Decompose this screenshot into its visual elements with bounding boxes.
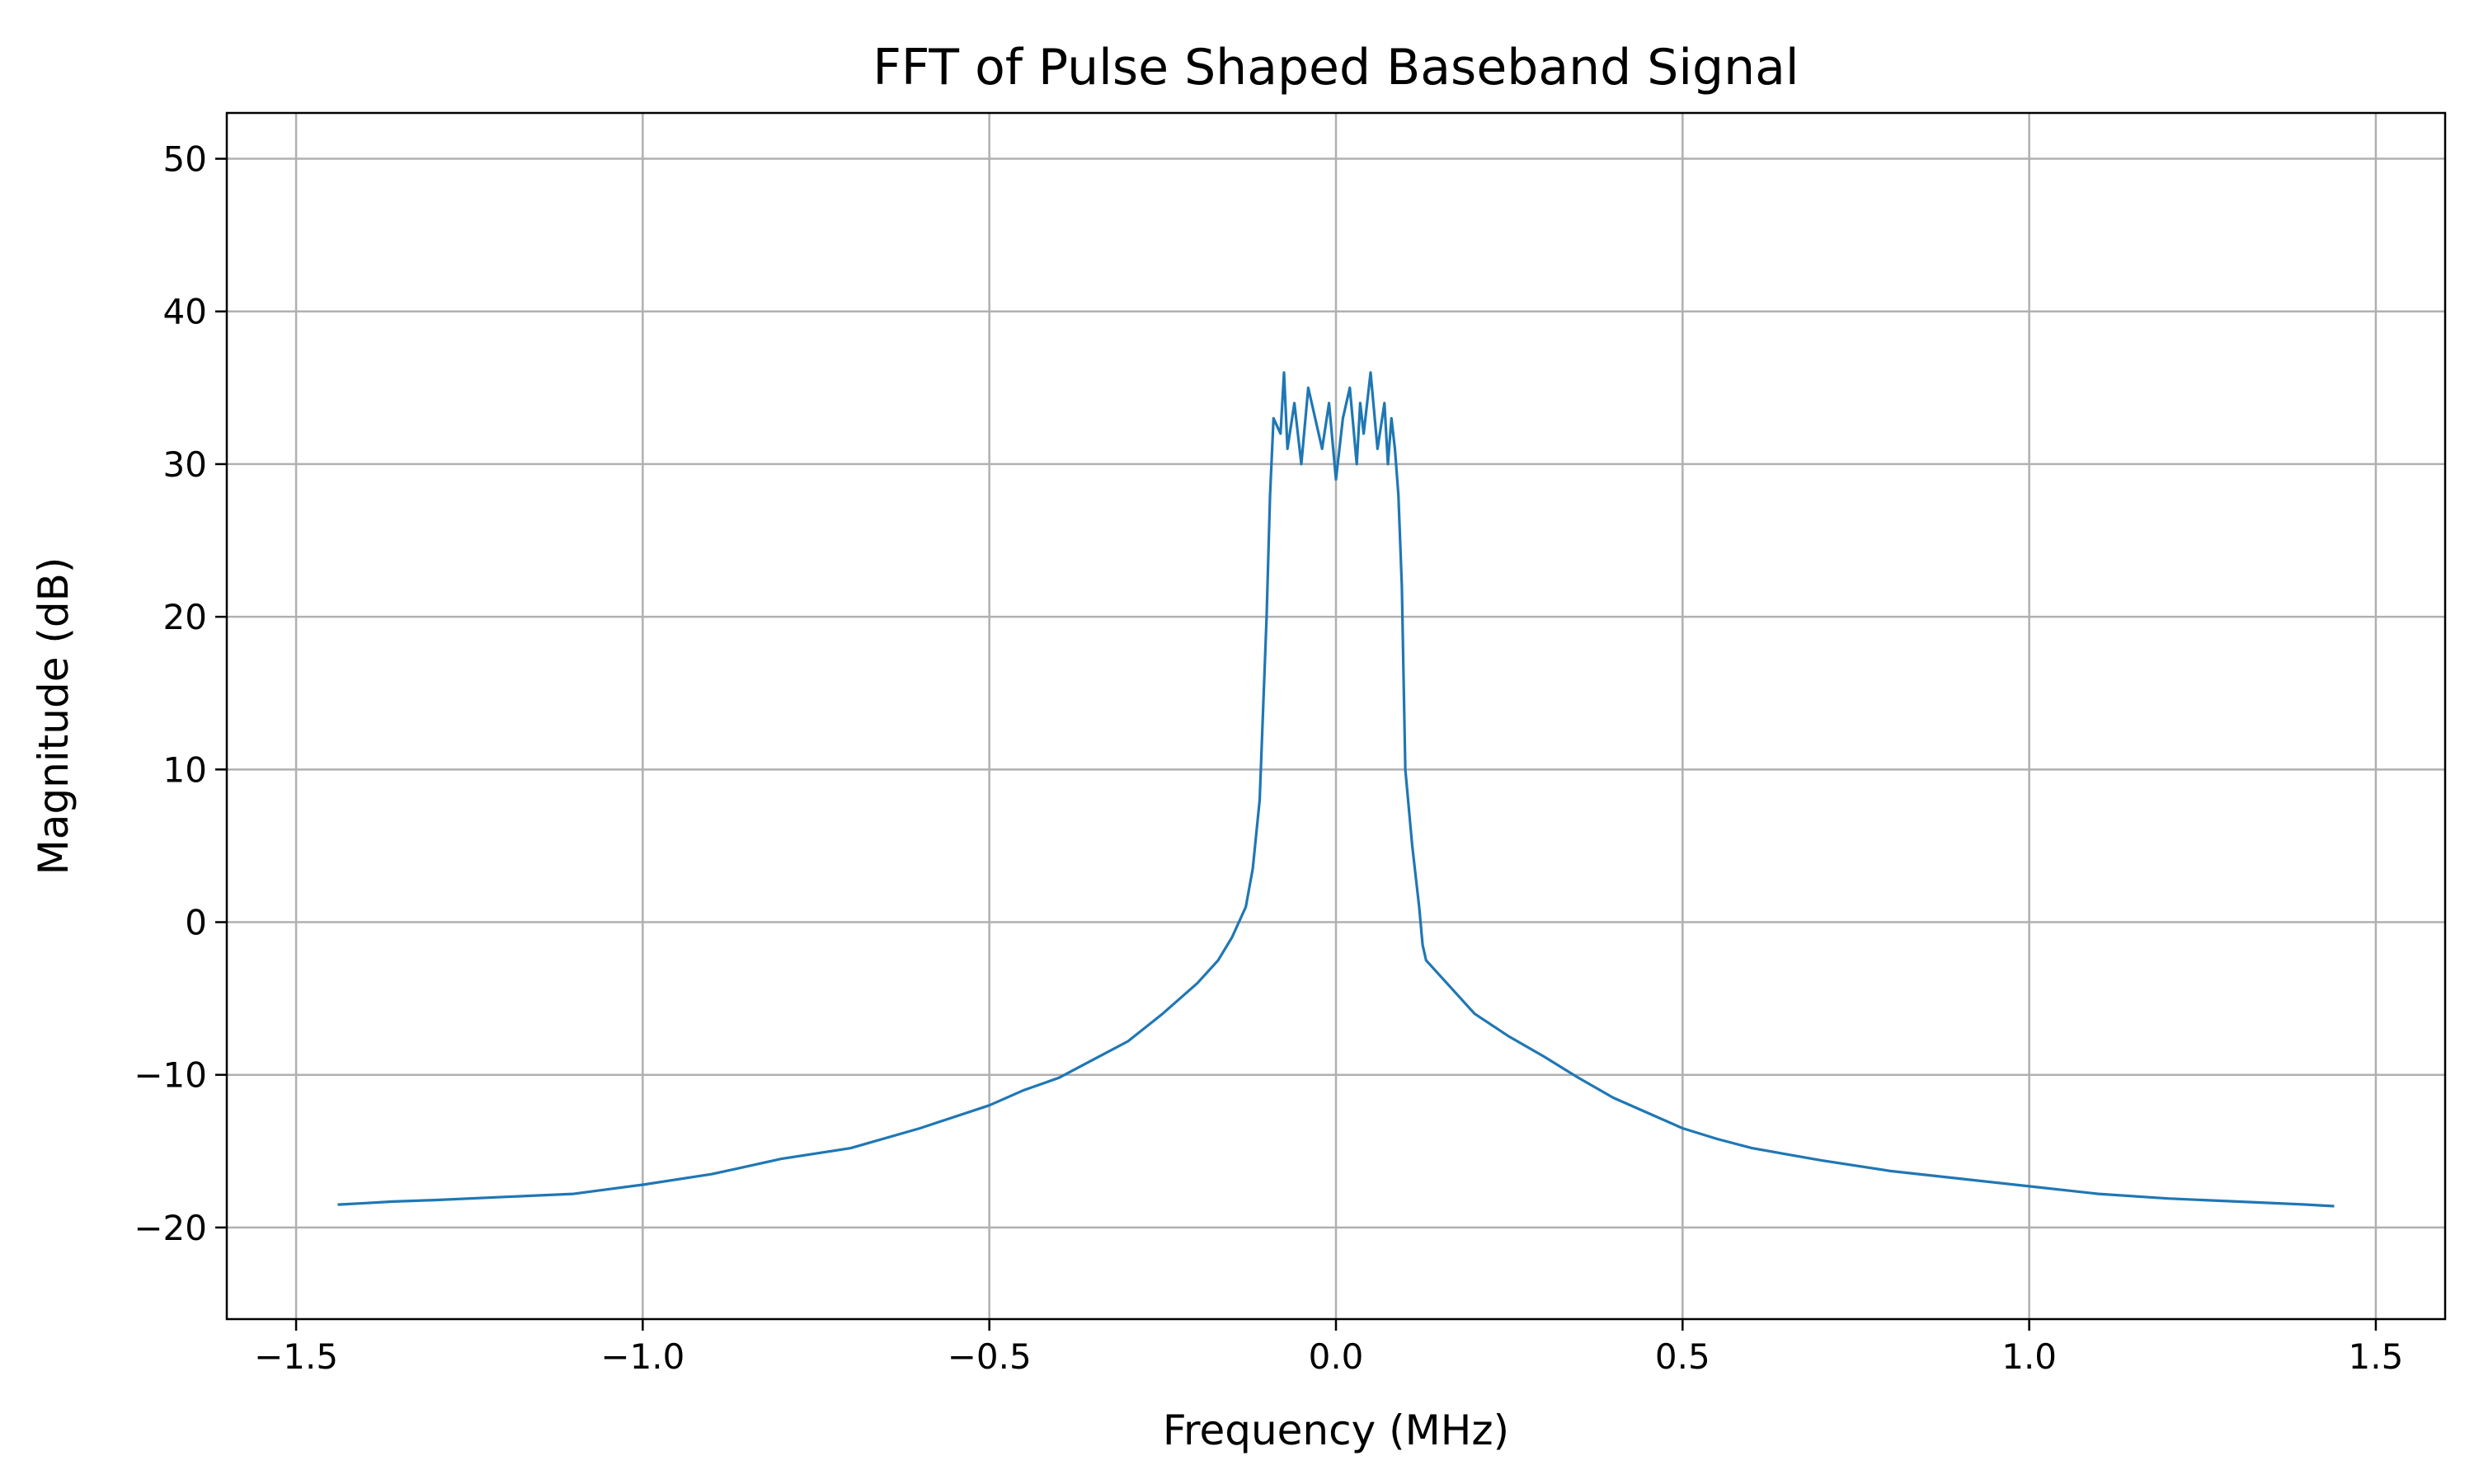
series-line-0 [337, 371, 2335, 1208]
ticks: −1.5 −1.0 −0.5 0.0 0.5 1.0 1.5 −20 −10 0 10 20 30 40 5… [134, 139, 2403, 1377]
x-axis-label: Frequency (MHz) [1163, 1407, 1509, 1454]
x-tick-label: 0.5 [1655, 1336, 1710, 1377]
x-tick-label: −0.5 [948, 1336, 1032, 1377]
x-tick-label: −1.5 [254, 1336, 338, 1377]
y-tick-label: 30 [163, 444, 207, 485]
x-tick-label: −1.0 [600, 1336, 684, 1377]
y-tick-label: 0 [185, 903, 207, 943]
y-tick-label: 20 [163, 597, 207, 637]
x-tick-label: 1.5 [2349, 1336, 2404, 1377]
x-tick-label: 1.0 [2001, 1336, 2057, 1377]
x-tick-label: 0.0 [1309, 1336, 1364, 1377]
series-layer [337, 371, 2335, 1208]
grid [227, 113, 2445, 1319]
chart-title: FFT of Pulse Shaped Baseband Signal [872, 39, 1799, 96]
y-tick-label: −20 [134, 1208, 207, 1248]
y-tick-label: −10 [134, 1055, 207, 1096]
y-tick-label: 50 [163, 139, 207, 180]
y-tick-label: 10 [163, 749, 207, 790]
y-axis-label: Magnitude (dB) [30, 557, 78, 876]
y-tick-label: 40 [163, 292, 207, 332]
